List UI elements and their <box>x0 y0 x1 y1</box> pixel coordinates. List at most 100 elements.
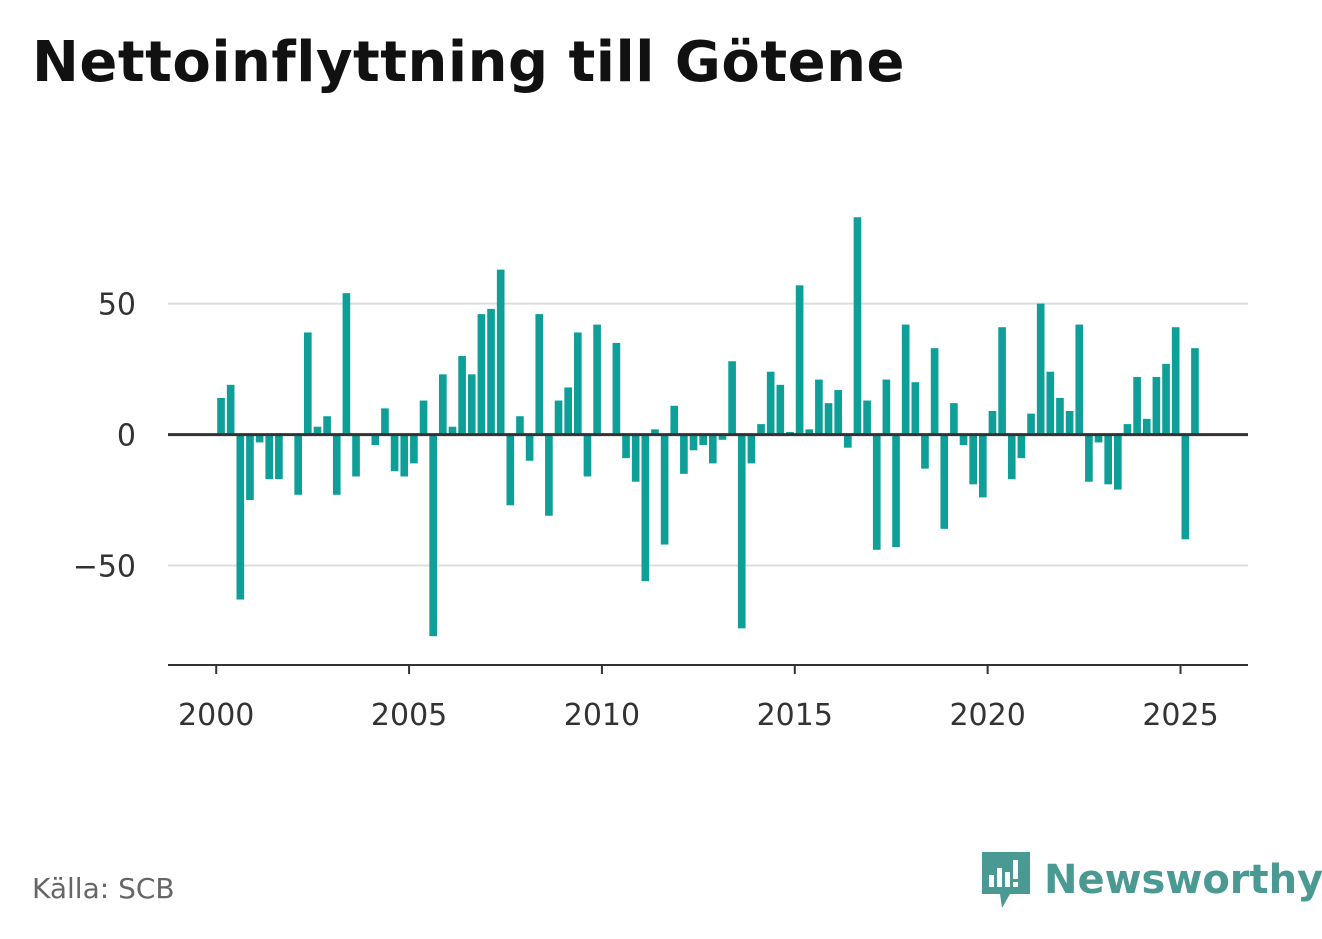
bar <box>1162 363 1170 435</box>
bar <box>593 324 601 435</box>
bar <box>583 434 592 477</box>
bar <box>1104 434 1112 485</box>
y-axis-ticks: 50 0 −50 <box>73 288 136 585</box>
bar <box>506 434 515 506</box>
bar <box>853 217 862 435</box>
bar <box>1191 348 1199 435</box>
bar <box>863 400 871 435</box>
bar <box>1094 434 1103 443</box>
bar <box>622 434 630 459</box>
bar <box>332 434 341 495</box>
bar <box>805 429 814 435</box>
y-tick-label: −50 <box>73 549 136 584</box>
bar <box>342 293 351 435</box>
bar <box>352 434 360 477</box>
x-tick-label: 2005 <box>371 698 447 733</box>
bar <box>554 400 563 435</box>
bar <box>979 434 987 498</box>
bar <box>574 332 582 435</box>
bar <box>1017 434 1026 459</box>
bar <box>1075 324 1084 435</box>
bar <box>246 434 254 501</box>
bar <box>1133 376 1141 435</box>
bars <box>217 217 1199 637</box>
bar <box>660 434 669 545</box>
bar <box>950 403 958 435</box>
bar <box>458 356 466 435</box>
bar <box>1181 434 1190 540</box>
bar <box>844 434 852 448</box>
x-tick-label: 2000 <box>178 698 254 733</box>
bar <box>304 332 312 435</box>
bar <box>1065 411 1074 435</box>
bar <box>1007 434 1016 480</box>
bar <box>959 434 968 446</box>
bar <box>892 434 900 548</box>
bar <box>737 434 746 629</box>
bar <box>496 269 505 435</box>
bar <box>1114 434 1122 490</box>
y-tick-label: 0 <box>117 419 136 454</box>
bar <box>1171 327 1180 435</box>
bar <box>631 434 640 482</box>
bar <box>969 434 977 485</box>
bar <box>921 434 929 469</box>
bar <box>390 434 399 472</box>
bar <box>911 382 920 435</box>
bar <box>680 434 688 474</box>
bar <box>1056 397 1064 435</box>
bar <box>294 434 302 495</box>
bar <box>410 434 418 464</box>
bar <box>1123 424 1132 435</box>
x-tick-label: 2025 <box>1142 698 1218 733</box>
bar <box>651 429 659 435</box>
x-tick-label: 2020 <box>949 698 1025 733</box>
bar <box>217 397 225 435</box>
bar <box>535 314 544 435</box>
bar <box>525 434 534 461</box>
bar <box>689 434 698 451</box>
bar <box>439 374 447 435</box>
bar <box>1027 413 1035 435</box>
bar <box>882 379 891 435</box>
bar <box>612 342 621 435</box>
bar <box>670 405 679 435</box>
bar <box>564 387 572 435</box>
bar <box>429 434 437 637</box>
bar <box>1036 303 1045 435</box>
bar <box>265 434 274 480</box>
bar <box>747 434 756 464</box>
newsworthy-logo-icon <box>982 852 1030 908</box>
bar <box>901 324 910 435</box>
bar <box>699 434 707 446</box>
bar <box>766 371 775 435</box>
bar <box>641 434 650 582</box>
x-axis: 2000 2005 2010 2015 2020 2025 <box>168 664 1248 733</box>
x-tick-label: 2010 <box>564 698 640 733</box>
bar <box>795 285 804 435</box>
bar <box>728 361 736 435</box>
x-tick-label: 2015 <box>757 698 833 733</box>
bar <box>940 434 949 529</box>
bar <box>381 408 389 435</box>
bar <box>236 434 245 600</box>
bar <box>323 416 331 435</box>
bar <box>545 434 553 516</box>
brand[interactable]: Newsworthy <box>980 850 1322 910</box>
bar <box>776 384 785 435</box>
bar <box>1152 376 1161 435</box>
bar <box>313 426 322 435</box>
bar <box>824 403 833 435</box>
bar <box>371 434 380 446</box>
bar <box>757 424 765 435</box>
brand-name: Newsworthy <box>1044 857 1322 903</box>
chart-title: Nettoinflyttning till Götene <box>32 30 905 95</box>
bar <box>718 434 727 440</box>
bar <box>255 434 264 443</box>
bar <box>419 400 428 435</box>
bar <box>1142 418 1151 435</box>
bar <box>834 390 842 435</box>
bar <box>226 384 235 435</box>
bar <box>709 434 717 464</box>
